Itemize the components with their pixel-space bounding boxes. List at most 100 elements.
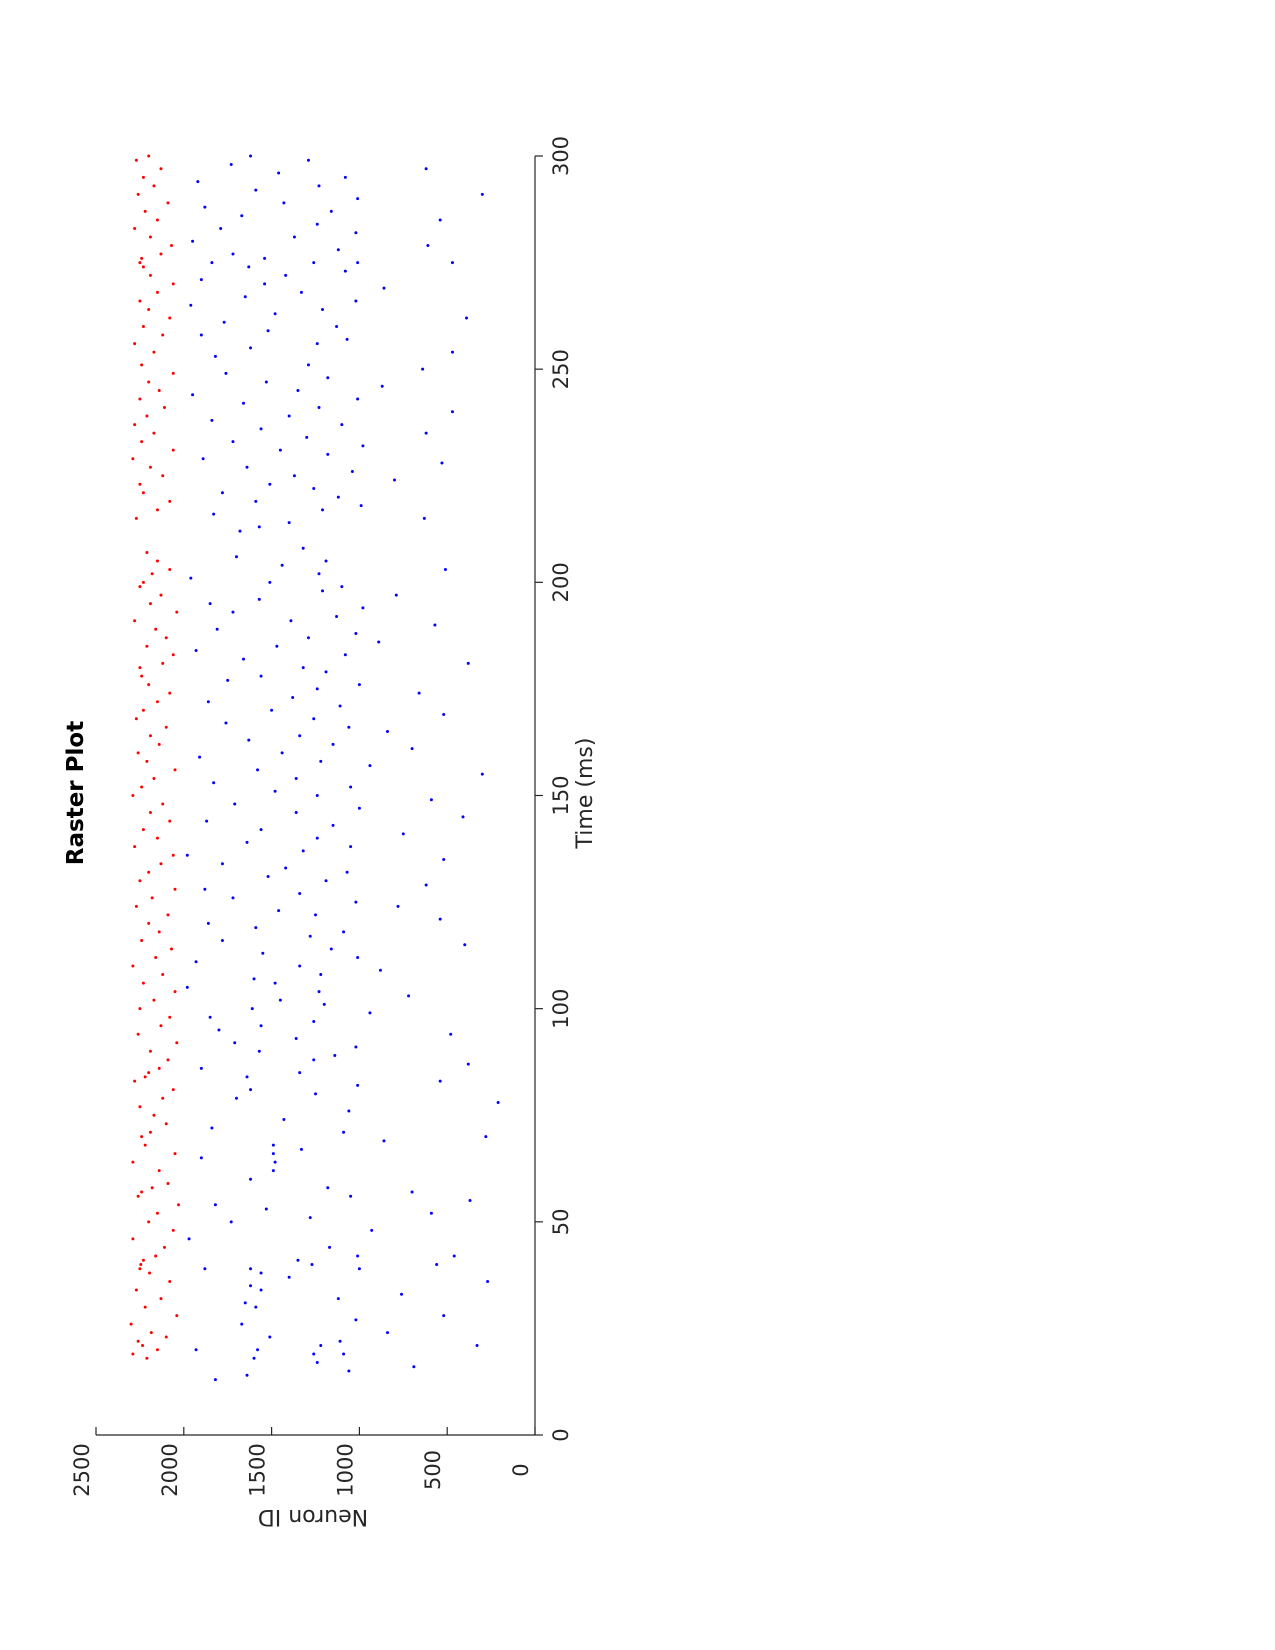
spike-point bbox=[301, 666, 305, 670]
spike-point bbox=[336, 1297, 340, 1301]
spike-point bbox=[155, 218, 159, 222]
spike-point bbox=[149, 1331, 153, 1335]
spike-point bbox=[340, 423, 344, 427]
spike-point bbox=[177, 1203, 181, 1207]
spike-point bbox=[263, 282, 267, 286]
spike-point bbox=[136, 192, 140, 196]
spike-point bbox=[336, 495, 340, 499]
spike-point bbox=[278, 448, 282, 452]
spike-point bbox=[256, 1348, 260, 1352]
spike-point bbox=[321, 508, 325, 512]
spike-point bbox=[175, 1314, 179, 1318]
spike-point bbox=[299, 290, 303, 294]
spike-point bbox=[155, 836, 159, 840]
spike-point bbox=[310, 1262, 314, 1266]
spike-point bbox=[410, 1190, 414, 1194]
spike-point bbox=[466, 1062, 470, 1066]
spike-point bbox=[166, 1058, 170, 1062]
spike-point bbox=[140, 440, 144, 444]
spike-point bbox=[129, 1322, 133, 1326]
spike-point bbox=[199, 1156, 203, 1160]
spike-point bbox=[315, 222, 319, 226]
spike-point bbox=[370, 1228, 374, 1232]
spike-point bbox=[345, 870, 349, 874]
spike-point bbox=[266, 329, 270, 333]
spike-point bbox=[345, 337, 349, 341]
spike-point bbox=[361, 444, 365, 448]
spike-point bbox=[356, 261, 360, 265]
spike-point bbox=[324, 559, 328, 563]
spike-point bbox=[148, 1130, 152, 1134]
spike-point bbox=[306, 363, 310, 367]
spike-point bbox=[275, 644, 279, 648]
spike-point bbox=[305, 435, 309, 439]
spike-point bbox=[140, 674, 144, 678]
y-axis-label: Neuron ID bbox=[258, 1504, 368, 1529]
spike-point bbox=[175, 610, 179, 614]
spike-point bbox=[450, 410, 454, 414]
spike-point bbox=[203, 887, 207, 891]
spike-point bbox=[243, 1301, 247, 1305]
spike-point bbox=[312, 1352, 316, 1356]
spike-point bbox=[326, 1186, 330, 1190]
spike-point bbox=[141, 828, 145, 832]
spike-point bbox=[170, 244, 174, 248]
spike-point bbox=[317, 572, 321, 576]
spike-point bbox=[196, 180, 200, 184]
spike-point bbox=[317, 406, 321, 410]
spike-point bbox=[152, 1113, 156, 1117]
spike-point bbox=[191, 239, 195, 243]
spike-point bbox=[131, 794, 135, 797]
spike-point bbox=[259, 828, 263, 832]
spike-point bbox=[284, 273, 288, 277]
spike-point bbox=[133, 423, 137, 427]
spike-point bbox=[429, 1211, 433, 1215]
spike-point bbox=[317, 990, 321, 994]
spike-point bbox=[465, 316, 469, 320]
spike-point bbox=[335, 325, 339, 329]
spike-point bbox=[468, 1199, 472, 1203]
x-tick-label: 50 bbox=[549, 1208, 573, 1235]
y-tick-label: 1500 bbox=[246, 1443, 270, 1496]
spike-point bbox=[148, 235, 152, 239]
spike-point bbox=[199, 1066, 203, 1070]
spike-point bbox=[148, 811, 152, 815]
spike-point bbox=[141, 708, 145, 712]
spike-point bbox=[294, 776, 298, 780]
spike-point bbox=[289, 619, 293, 623]
spike-point bbox=[164, 1335, 168, 1339]
spike-point bbox=[298, 892, 302, 896]
spike-point bbox=[147, 380, 151, 384]
spike-point bbox=[159, 1297, 163, 1301]
spike-point bbox=[150, 896, 154, 900]
spike-point bbox=[194, 1348, 198, 1352]
spike-point bbox=[343, 269, 347, 273]
spike-point bbox=[138, 585, 142, 589]
spike-point bbox=[322, 1002, 326, 1006]
spike-point bbox=[294, 1037, 298, 1041]
spike-point bbox=[148, 602, 152, 606]
spike-point bbox=[386, 1331, 389, 1335]
spike-point bbox=[224, 371, 228, 375]
spike-point bbox=[342, 930, 346, 934]
spike-point bbox=[342, 1130, 346, 1134]
spike-point bbox=[359, 504, 363, 508]
spike-point bbox=[148, 465, 152, 469]
spike-point bbox=[131, 457, 135, 461]
spike-point bbox=[205, 819, 209, 823]
spike-point bbox=[226, 678, 230, 682]
spike-point bbox=[141, 580, 145, 584]
spike-point bbox=[152, 776, 156, 780]
spike-point bbox=[219, 226, 223, 230]
spike-point bbox=[152, 350, 156, 354]
spike-point bbox=[354, 231, 358, 235]
x-tick-label: 100 bbox=[549, 989, 573, 1029]
spike-point bbox=[134, 158, 138, 162]
spike-point bbox=[145, 644, 149, 648]
spike-point bbox=[308, 1216, 312, 1220]
spike-point bbox=[312, 717, 316, 721]
spike-point bbox=[140, 1135, 144, 1139]
spike-point bbox=[298, 1071, 302, 1075]
spike-point bbox=[328, 1245, 332, 1249]
spike-point bbox=[277, 909, 281, 913]
